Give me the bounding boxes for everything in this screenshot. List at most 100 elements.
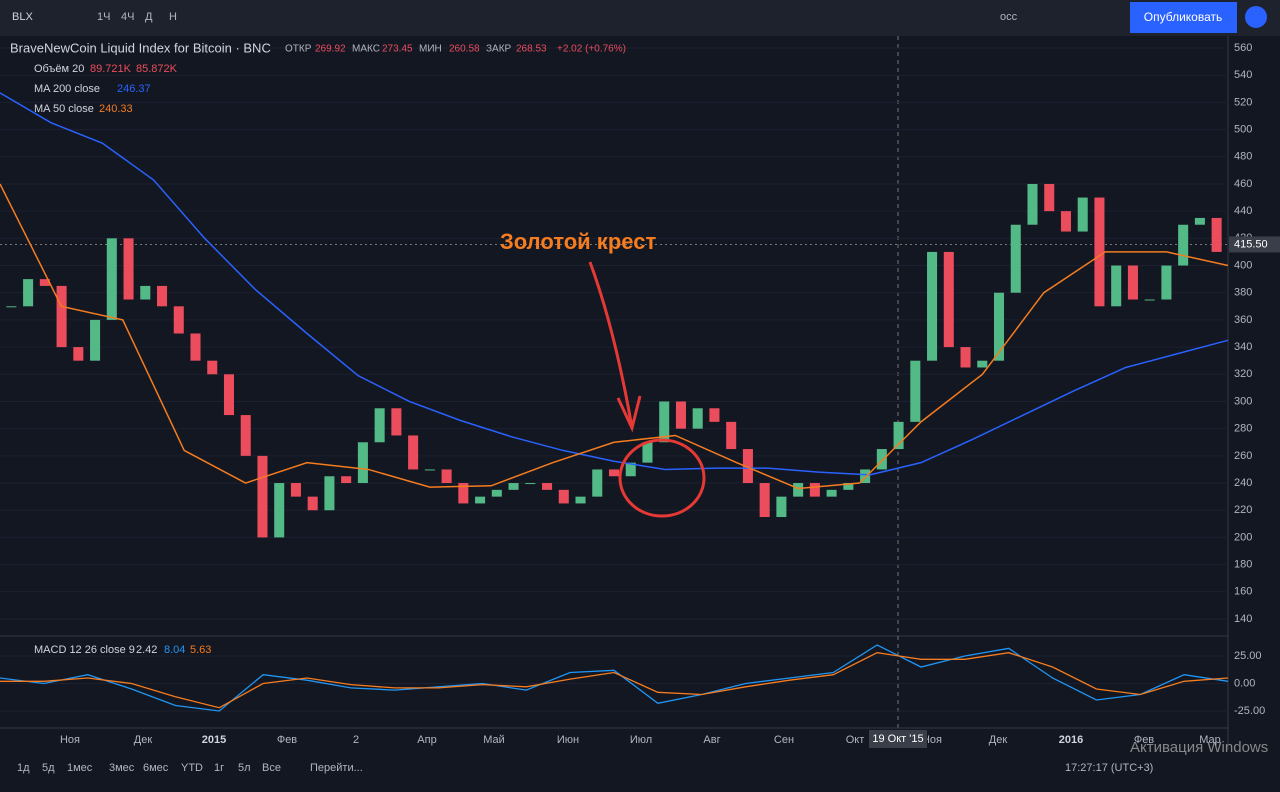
candle bbox=[943, 251, 954, 348]
y-tick-label: 160 bbox=[1234, 586, 1252, 598]
candle bbox=[106, 238, 117, 320]
goto[interactable]: Перейти... bbox=[310, 762, 363, 774]
interval[interactable]: 4Ч bbox=[121, 11, 134, 23]
range-button[interactable]: 1мес bbox=[67, 762, 93, 774]
x-tick-label: Сен bbox=[774, 734, 794, 746]
macd-value: 2.42 bbox=[136, 644, 157, 656]
x-tick-label: 2016 bbox=[1059, 734, 1083, 746]
candle bbox=[1211, 217, 1222, 252]
y-tick-label: 540 bbox=[1234, 69, 1252, 81]
annotation: Золотой крест bbox=[500, 229, 656, 254]
candle bbox=[307, 496, 318, 511]
range-button[interactable]: 3мес bbox=[109, 762, 135, 774]
candle bbox=[675, 401, 686, 429]
range-button[interactable]: 1г bbox=[214, 762, 224, 774]
candle bbox=[742, 449, 753, 484]
range-button[interactable]: 5д bbox=[42, 762, 55, 774]
x-tick-label: 2015 bbox=[202, 734, 226, 746]
candle bbox=[1161, 265, 1172, 300]
last-price-label: 415.50 bbox=[1234, 238, 1268, 250]
replay-button[interactable] bbox=[1245, 6, 1267, 28]
range-button[interactable]: 6мес bbox=[143, 762, 169, 774]
candle bbox=[592, 469, 603, 497]
y-tick-label: 360 bbox=[1234, 314, 1252, 326]
compare[interactable]: осс bbox=[1000, 11, 1018, 23]
candle bbox=[558, 489, 569, 504]
candle bbox=[458, 483, 469, 504]
candle bbox=[927, 251, 938, 361]
watermark: Активация Windows bbox=[1130, 739, 1268, 756]
y-tick-label: 380 bbox=[1234, 287, 1252, 299]
ma-line bbox=[0, 183, 1229, 490]
candle bbox=[1127, 265, 1138, 300]
arrow bbox=[588, 261, 642, 433]
change: +2.02 (+0.76%) bbox=[557, 44, 626, 55]
y-tick-label: 440 bbox=[1234, 205, 1252, 217]
y-tick-label: 180 bbox=[1234, 559, 1252, 571]
ohlc-value: 260.58 bbox=[449, 44, 480, 55]
candle bbox=[542, 483, 553, 490]
candle bbox=[73, 347, 84, 361]
candle bbox=[374, 408, 385, 443]
range-button[interactable]: YTD bbox=[181, 762, 203, 774]
legend-title: BraveNewCoin Liquid Index for Bitcoin · … bbox=[10, 40, 271, 55]
ohlc-value: 268.53 bbox=[516, 44, 547, 55]
candle bbox=[809, 483, 820, 497]
y-tick-label: 240 bbox=[1234, 477, 1252, 489]
last-price-box bbox=[1229, 236, 1280, 253]
candle bbox=[893, 421, 904, 450]
candle bbox=[1111, 265, 1122, 307]
range-button[interactable]: 1д bbox=[17, 762, 30, 774]
candle bbox=[6, 306, 17, 308]
interval[interactable]: Н bbox=[169, 11, 177, 23]
candle bbox=[475, 496, 486, 504]
candle bbox=[357, 442, 368, 484]
candle bbox=[90, 319, 101, 361]
interval[interactable]: Д bbox=[145, 11, 153, 23]
volume-value: 89.721K bbox=[90, 63, 132, 75]
symbol[interactable]: BLX bbox=[12, 11, 33, 23]
x-tick-label: Окт bbox=[846, 734, 865, 746]
crosshair-time: 19 Окт '15 bbox=[872, 733, 923, 745]
y-tick-label: 140 bbox=[1234, 613, 1252, 625]
y-tick-label: 520 bbox=[1234, 96, 1252, 108]
candle bbox=[240, 415, 251, 456]
candle bbox=[324, 476, 335, 511]
ohlc-label: ОТКР bbox=[285, 44, 312, 55]
macd-tick-label: 25.00 bbox=[1234, 650, 1262, 662]
candle bbox=[625, 462, 636, 477]
candle bbox=[776, 496, 787, 518]
candle bbox=[575, 496, 586, 504]
macd-tick-label: -25.00 bbox=[1234, 705, 1265, 717]
publish-label[interactable]: Опубликовать bbox=[1144, 10, 1222, 24]
candle bbox=[860, 469, 871, 484]
candle bbox=[759, 483, 770, 518]
candle bbox=[1010, 224, 1021, 293]
toolbar bbox=[0, 0, 1280, 36]
candle bbox=[190, 333, 201, 361]
candle bbox=[274, 483, 285, 538]
candle bbox=[1194, 217, 1205, 225]
candle bbox=[876, 449, 887, 470]
candle bbox=[1178, 224, 1189, 266]
candle bbox=[23, 279, 34, 307]
candle bbox=[157, 285, 168, 307]
interval[interactable]: 1Ч bbox=[97, 11, 110, 23]
candle bbox=[709, 408, 720, 422]
x-tick-label: Дек bbox=[134, 734, 153, 746]
y-tick-label: 220 bbox=[1234, 504, 1252, 516]
ohlc-label: МИН bbox=[419, 44, 442, 55]
y-tick-label: 500 bbox=[1234, 123, 1252, 135]
range-button[interactable]: 5л bbox=[238, 762, 251, 774]
candle bbox=[441, 469, 452, 484]
x-tick-label: Июн bbox=[557, 734, 579, 746]
ohlc-label: ЗАКР bbox=[486, 44, 512, 55]
range-button[interactable]: Все bbox=[262, 762, 281, 774]
publish-button[interactable] bbox=[1130, 2, 1237, 33]
candle bbox=[910, 360, 921, 422]
candle bbox=[39, 279, 50, 286]
macd-tick-label: 0.00 bbox=[1234, 677, 1255, 689]
x-tick-label: Апр bbox=[417, 734, 436, 746]
y-tick-label: 480 bbox=[1234, 151, 1252, 163]
